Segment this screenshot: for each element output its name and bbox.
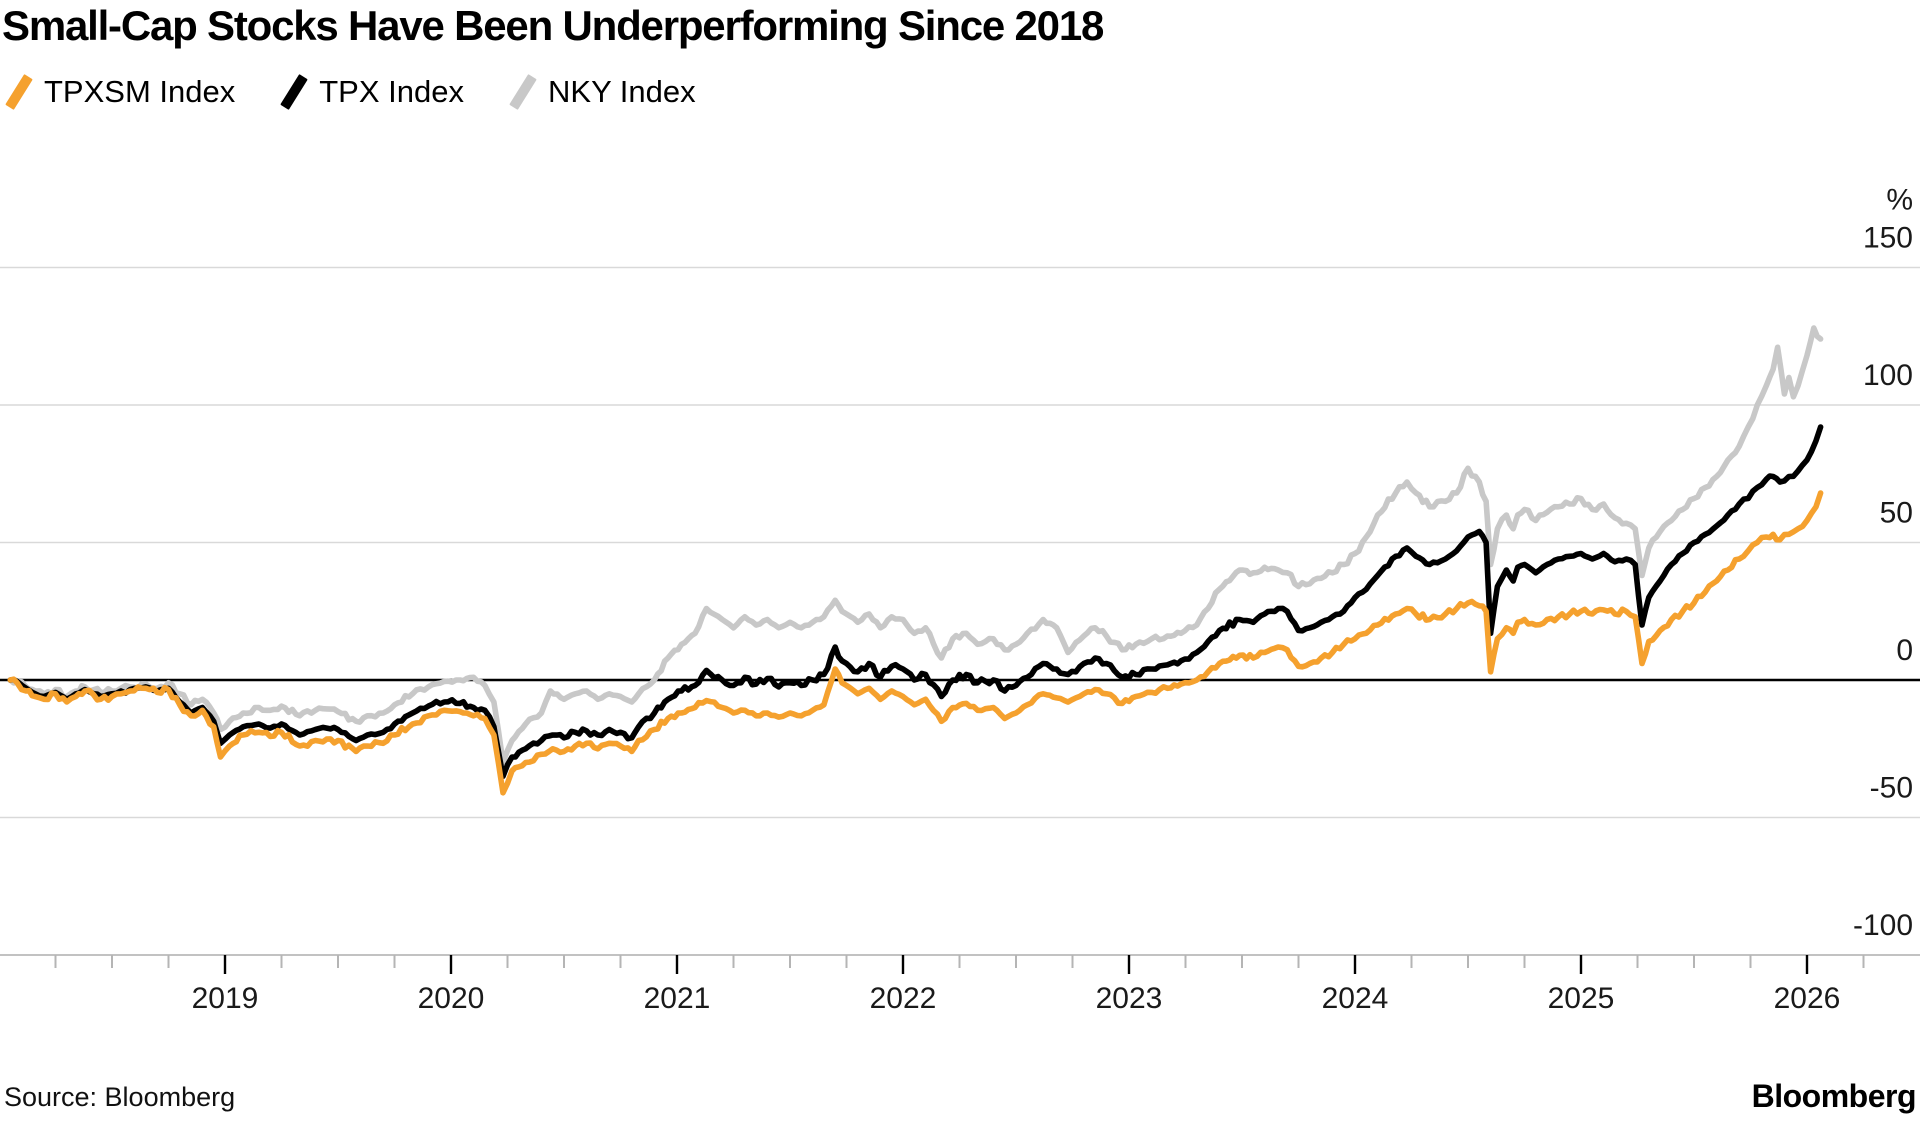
y-axis-label: -50	[1870, 772, 1913, 805]
x-axis-label: 2026	[1774, 982, 1841, 1015]
x-axis-label: 2024	[1322, 982, 1389, 1015]
series-line-tpx	[7, 424, 1824, 780]
legend-item-nky: NKY Index	[509, 74, 696, 110]
x-axis-label: 2020	[418, 982, 485, 1015]
bloomberg-logo: Bloomberg	[1751, 1078, 1917, 1114]
legend-label-nky: NKY Index	[548, 74, 696, 109]
x-axis-label: 2025	[1548, 982, 1615, 1015]
legend-item-tpxsm: TPXSM Index	[5, 74, 236, 110]
y-axis-label: 150	[1863, 222, 1913, 255]
legend-label-tpxsm: TPXSM Index	[44, 74, 236, 109]
series-line-nky	[7, 325, 1824, 766]
x-axis-label: 2022	[870, 982, 937, 1015]
legend-label-tpx: TPX Index	[319, 74, 464, 109]
y-axis-label: 50	[1880, 497, 1913, 530]
chart-title: Small-Cap Stocks Have Been Underperformi…	[2, 2, 1104, 49]
source-label: Source: Bloomberg	[4, 1082, 236, 1112]
x-axis-label: 2023	[1096, 982, 1163, 1015]
y-axis-label: -100	[1853, 909, 1913, 942]
y-axis-label: 0	[1896, 634, 1913, 667]
legend-item-tpx: TPX Index	[280, 74, 464, 110]
x-axis-label: 2021	[644, 982, 711, 1015]
x-axis-label: 2019	[192, 982, 259, 1015]
y-axis-label: 100	[1863, 359, 1913, 392]
series-line-tpxsm	[7, 490, 1824, 796]
y-axis-unit-label: %	[1886, 184, 1913, 217]
chart-legend: TPXSM Index TPX Index NKY Index	[5, 74, 696, 110]
